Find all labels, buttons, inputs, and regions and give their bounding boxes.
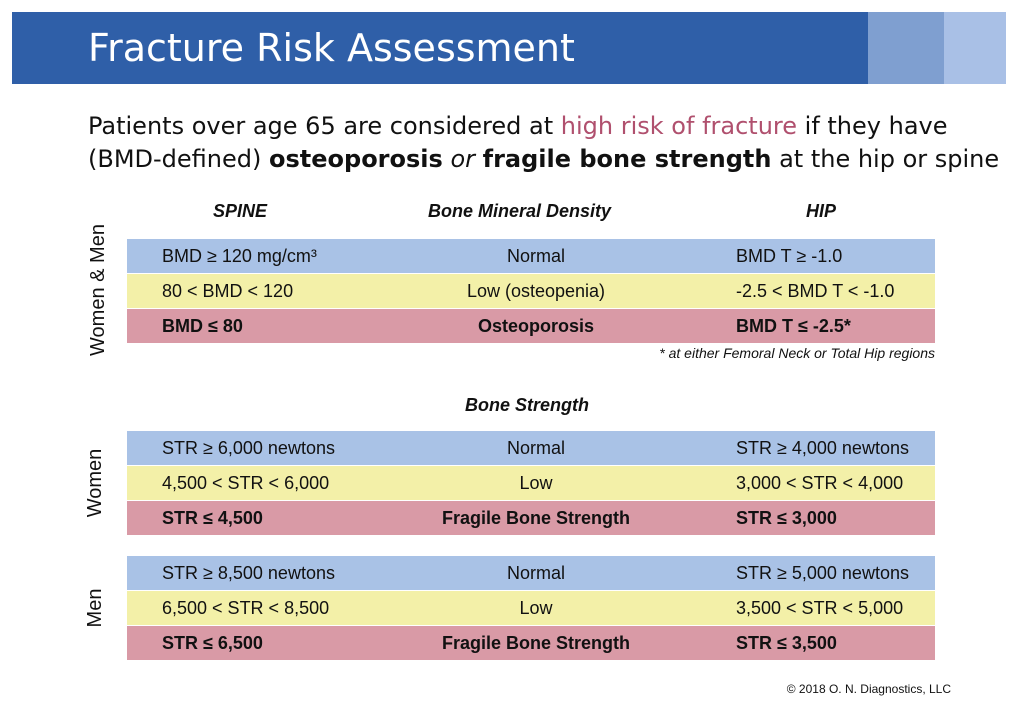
section-header-bone-strength: Bone Strength bbox=[465, 395, 589, 415]
table-row: BMD ≤ 80 Osteoporosis BMD T ≤ -2.5* bbox=[127, 309, 935, 343]
intro-text: Patients over age 65 are considered at h… bbox=[88, 110, 999, 176]
spine-cell: 4,500 < STR < 6,000 bbox=[162, 473, 330, 493]
intro-text-segment: Patients over age 65 are considered at bbox=[88, 112, 561, 140]
spine-cell: STR ≥ 8,500 newtons bbox=[162, 563, 335, 583]
hip-cell: BMD T ≤ -2.5* bbox=[736, 316, 851, 336]
category-cell: Normal bbox=[506, 246, 565, 266]
group-label-women: Women bbox=[84, 448, 106, 518]
category-cell: Low bbox=[519, 598, 553, 618]
section-header-bmd: Bone Mineral Density bbox=[428, 201, 612, 221]
intro-text-segment: if they have bbox=[797, 112, 948, 140]
hip-cell: BMD T ≥ -1.0 bbox=[736, 246, 843, 266]
table-row: 6,500 < STR < 8,500 Low 3,500 < STR < 5,… bbox=[127, 591, 935, 625]
intro-text-segment: at the hip or spine bbox=[771, 145, 1000, 173]
category-cell: Fragile Bone Strength bbox=[441, 508, 630, 528]
page-title: Fracture Risk Assessment bbox=[88, 26, 575, 70]
table-row: 80 < BMD < 120 Low (osteopenia) -2.5 < B… bbox=[127, 274, 935, 308]
spine-cell: STR ≥ 6,000 newtons bbox=[162, 438, 335, 458]
table-row: BMD ≥ 120 mg/cm³ Normal BMD T ≥ -1.0 bbox=[127, 239, 935, 273]
table-row: STR ≤ 4,500 Fragile Bone Strength STR ≤ … bbox=[127, 501, 935, 535]
category-cell: Normal bbox=[506, 563, 565, 583]
spine-cell: STR ≤ 6,500 bbox=[162, 633, 263, 653]
hip-cell: STR ≤ 3,000 bbox=[736, 508, 837, 528]
table-row: STR ≥ 6,000 newtons Normal STR ≥ 4,000 n… bbox=[127, 431, 935, 465]
hip-cell: STR ≥ 5,000 newtons bbox=[736, 563, 909, 583]
table-row: STR ≤ 6,500 Fragile Bone Strength STR ≤ … bbox=[127, 626, 935, 660]
hip-cell: STR ≤ 3,500 bbox=[736, 633, 837, 653]
spine-cell: BMD ≤ 80 bbox=[162, 316, 243, 336]
title-bar bbox=[12, 12, 868, 84]
spine-cell: 6,500 < STR < 8,500 bbox=[162, 598, 330, 618]
spine-cell: STR ≤ 4,500 bbox=[162, 508, 263, 528]
column-header-hip: HIP bbox=[806, 201, 837, 221]
category-cell: Fragile Bone Strength bbox=[441, 633, 630, 653]
spine-cell: 80 < BMD < 120 bbox=[162, 281, 294, 301]
group-label-men: Men bbox=[84, 588, 106, 628]
column-header-spine: SPINE bbox=[213, 201, 268, 221]
copyright-notice: © 2018 O. N. Diagnostics, LLC bbox=[786, 682, 951, 696]
osteoporosis-term: osteoporosis bbox=[269, 145, 443, 173]
category-cell: Low (osteopenia) bbox=[466, 281, 606, 301]
hip-cell: -2.5 < BMD T < -1.0 bbox=[736, 281, 895, 301]
hip-cell: 3,500 < STR < 5,000 bbox=[736, 598, 904, 618]
intro-line-1: Patients over age 65 are considered at h… bbox=[88, 110, 988, 143]
category-cell: Low bbox=[519, 473, 553, 493]
table-row: STR ≥ 8,500 newtons Normal STR ≥ 5,000 n… bbox=[127, 556, 935, 590]
intro-text-segment: (BMD-defined) bbox=[88, 145, 269, 173]
hip-cell: STR ≥ 4,000 newtons bbox=[736, 438, 909, 458]
fragile-bone-strength-term: fragile bone strength bbox=[482, 145, 772, 173]
category-cell: Normal bbox=[506, 438, 565, 458]
hip-footnote: * at either Femoral Neck or Total Hip re… bbox=[659, 345, 935, 361]
high-risk-highlight: high risk of fracture bbox=[560, 112, 798, 140]
intro-or: or bbox=[442, 145, 483, 173]
intro-line-2: (BMD-defined) osteoporosis or fragile bo… bbox=[88, 143, 999, 176]
title-decoration-block-light bbox=[944, 12, 1006, 84]
category-cell: Osteoporosis bbox=[477, 316, 595, 336]
group-label-women-men: Women & Men bbox=[87, 224, 109, 356]
hip-cell: 3,000 < STR < 4,000 bbox=[736, 473, 904, 493]
title-decoration-block bbox=[868, 12, 944, 84]
spine-cell: BMD ≥ 120 mg/cm³ bbox=[162, 246, 317, 266]
table-row: 4,500 < STR < 6,000 Low 3,000 < STR < 4,… bbox=[127, 466, 935, 500]
